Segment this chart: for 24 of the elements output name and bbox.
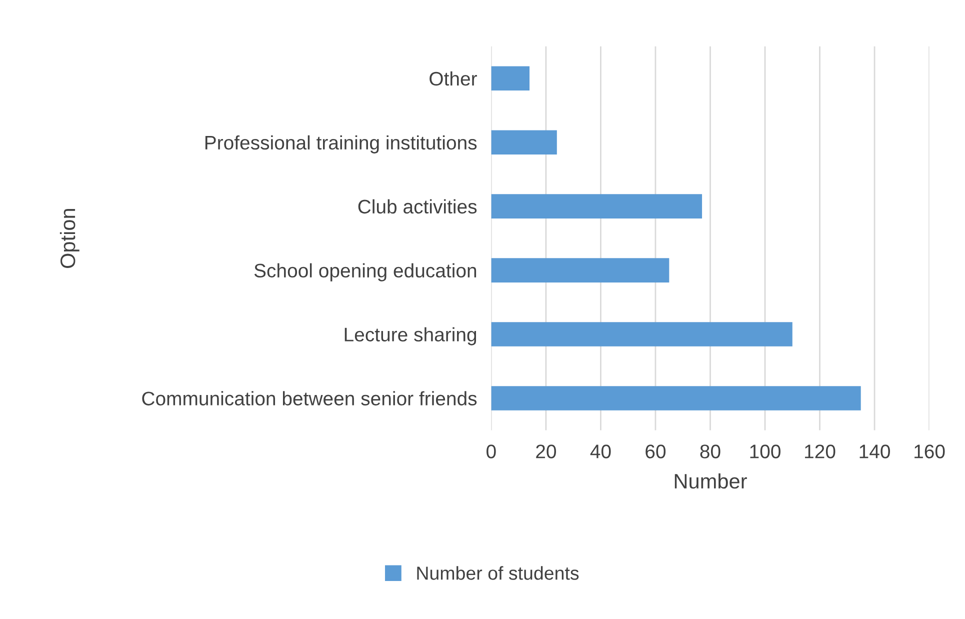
y-tick-label: Communication between senior friends [142,391,477,406]
y-tick-label: Club activities [358,199,477,214]
x-tick-label: 40 [590,444,611,458]
bar [491,194,702,218]
y-tick-label: School opening education [254,263,476,282]
x-tick-label: 100 [750,444,780,458]
x-tick-label: 80 [700,444,720,458]
bar [491,130,557,155]
y-tick-label: Lecture sharing [344,327,476,346]
y-axis-title: Option [60,208,80,268]
x-tick-label: 140 [860,444,890,458]
legend-label: Number of students [417,566,579,580]
x-tick-label: 120 [805,444,836,458]
x-axis-title: Number [674,473,747,489]
x-tick-label: 0 [486,444,496,458]
x-tick-label: 160 [914,444,945,458]
y-tick-label: Other [430,71,477,86]
x-tick-label: 20 [536,444,556,458]
bar [491,66,530,91]
y-tick-label: Professional training institutions [205,135,477,154]
bar [491,386,861,410]
x-tick-label: 60 [646,444,666,458]
bar [491,258,670,282]
bar [491,322,792,346]
